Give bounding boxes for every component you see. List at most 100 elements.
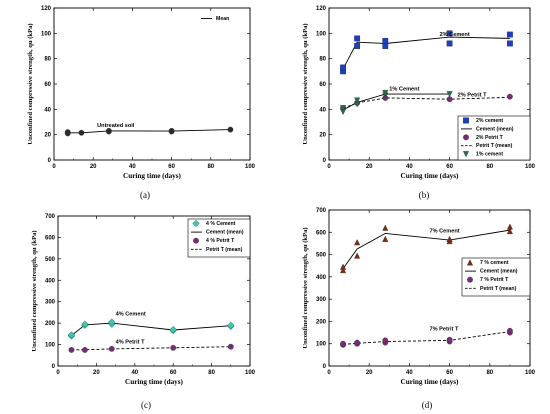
x-tick-label: 80 — [207, 164, 214, 170]
y-tick-label: 60 — [44, 82, 51, 88]
x-tick-label: 40 — [406, 164, 413, 170]
data-point — [227, 321, 235, 329]
data-point — [446, 40, 453, 47]
y-tick-label: 100 — [316, 31, 327, 37]
series-line-3 — [343, 331, 510, 345]
y-tick-label: 20 — [44, 133, 51, 139]
y-tick-label: 0 — [52, 364, 56, 370]
data-point — [506, 327, 513, 334]
x-axis-label: Curing time (days) — [401, 172, 460, 180]
data-point — [68, 347, 75, 353]
series-line-1 — [342, 36, 510, 70]
y-tick-label: 20 — [319, 133, 326, 139]
data-point — [81, 347, 88, 353]
x-tick-label: 0 — [56, 370, 60, 376]
y-tick-label: 600 — [45, 235, 56, 241]
data-point — [506, 223, 513, 230]
annotation-label: Untreated soil — [97, 123, 135, 129]
chart-panel-b: 0 20 40 60 80 100 0 20 40 60 80 100 120 Curing time (… — [302, 6, 536, 200]
y-tick-label: 500 — [45, 257, 56, 263]
y-tick-label: 700 — [316, 208, 327, 214]
annotation-label: 4% Cement — [116, 312, 146, 318]
legend-label: 2% Petrit T — [476, 135, 504, 141]
y-tick-label: 300 — [45, 300, 56, 306]
data-point — [81, 320, 89, 328]
legend: 7 % cement Cement (mean) 7 % Petrit T Petri… — [461, 257, 531, 297]
legend: Mean — [201, 16, 229, 22]
y-axis-label: Unconfined compressive strength, qu (kPa… — [27, 23, 34, 144]
x-axis-label: Curing time (days) — [123, 172, 182, 180]
y-tick-label: 80 — [319, 57, 326, 63]
data-point — [354, 239, 361, 246]
data-point — [382, 235, 389, 242]
panel-caption: (b) — [419, 190, 430, 200]
legend-marker — [463, 134, 469, 141]
y-axis-label: Unconfined compressive strength, qu (kPa… — [302, 227, 309, 348]
y-tick-label: 400 — [316, 275, 327, 281]
data-point — [340, 105, 347, 112]
data-point — [506, 93, 513, 100]
y-tick-label: 120 — [41, 6, 52, 12]
x-tick-label: 100 — [245, 370, 256, 376]
data-point — [382, 89, 389, 97]
data-point — [446, 30, 453, 37]
legend-label: Cement (mean) — [480, 269, 518, 275]
data-point — [354, 339, 361, 346]
x-tick-label: 60 — [168, 164, 175, 170]
data-point — [507, 40, 513, 47]
data-point — [340, 64, 346, 71]
data-point — [168, 127, 175, 134]
data-point — [354, 252, 361, 259]
data-point — [354, 97, 361, 104]
data-point — [446, 96, 453, 103]
legend-marker — [466, 259, 474, 266]
data-point — [108, 345, 115, 352]
y-tick-label: 500 — [316, 253, 327, 259]
data-point — [382, 38, 389, 44]
legend-box — [457, 115, 531, 161]
x-tick-label: 20 — [366, 164, 373, 170]
y-tick-label: 80 — [44, 57, 51, 63]
series-line-1 — [71, 322, 231, 336]
y-tick-label: 100 — [316, 342, 327, 348]
data-point — [382, 337, 389, 344]
legend-label: 4 % Petrit T — [206, 238, 235, 244]
y-tick-label: 60 — [319, 82, 326, 88]
legend-marker — [467, 276, 473, 283]
x-tick-label: 20 — [90, 164, 97, 170]
legend: 4 % Cement Cement (mean) 4 % Petrit T Petri… — [187, 218, 251, 258]
y-tick-label: 0 — [48, 158, 52, 164]
x-tick-label: 40 — [131, 370, 138, 376]
series-line-5 — [342, 93, 450, 111]
y-axis-label: Unconfined compressive strength, qu (kPa… — [302, 23, 309, 144]
x-tick-label: 40 — [129, 164, 136, 170]
legend-label: 2% cement — [476, 118, 503, 124]
data-point — [64, 130, 71, 137]
panel-caption: (a) — [140, 190, 150, 200]
x-tick-label: 0 — [327, 164, 331, 170]
data-point — [340, 340, 346, 347]
legend: 2% cement Cement (mean) 2% Petrit T Petrit … — [457, 115, 531, 161]
x-tick-label: 80 — [486, 164, 493, 170]
data-point — [108, 318, 116, 326]
x-axis-label: Curing time (days) — [125, 378, 184, 386]
annotation-label: 7% Cement — [430, 228, 460, 234]
y-tick-label: 700 — [45, 214, 56, 220]
data-point — [382, 224, 389, 231]
legend-marker — [192, 219, 200, 228]
x-tick-label: 40 — [406, 370, 413, 376]
annotation-label: 1% Cement — [389, 86, 419, 92]
legend-label: Petrit T (mean) — [480, 286, 517, 292]
legend-box — [461, 257, 531, 297]
x-tick-label: 60 — [170, 370, 177, 376]
data-point — [227, 343, 234, 350]
legend-marker — [462, 151, 470, 158]
x-tick-label: 80 — [208, 370, 215, 376]
y-tick-label: 200 — [316, 319, 327, 325]
data-point — [446, 91, 453, 98]
y-tick-label: 0 — [323, 364, 327, 370]
legend-label: 7 % cement — [480, 260, 509, 266]
data-point — [507, 31, 513, 38]
y-tick-label: 200 — [45, 321, 56, 327]
legend-label: Petrit T (mean) — [476, 143, 513, 149]
